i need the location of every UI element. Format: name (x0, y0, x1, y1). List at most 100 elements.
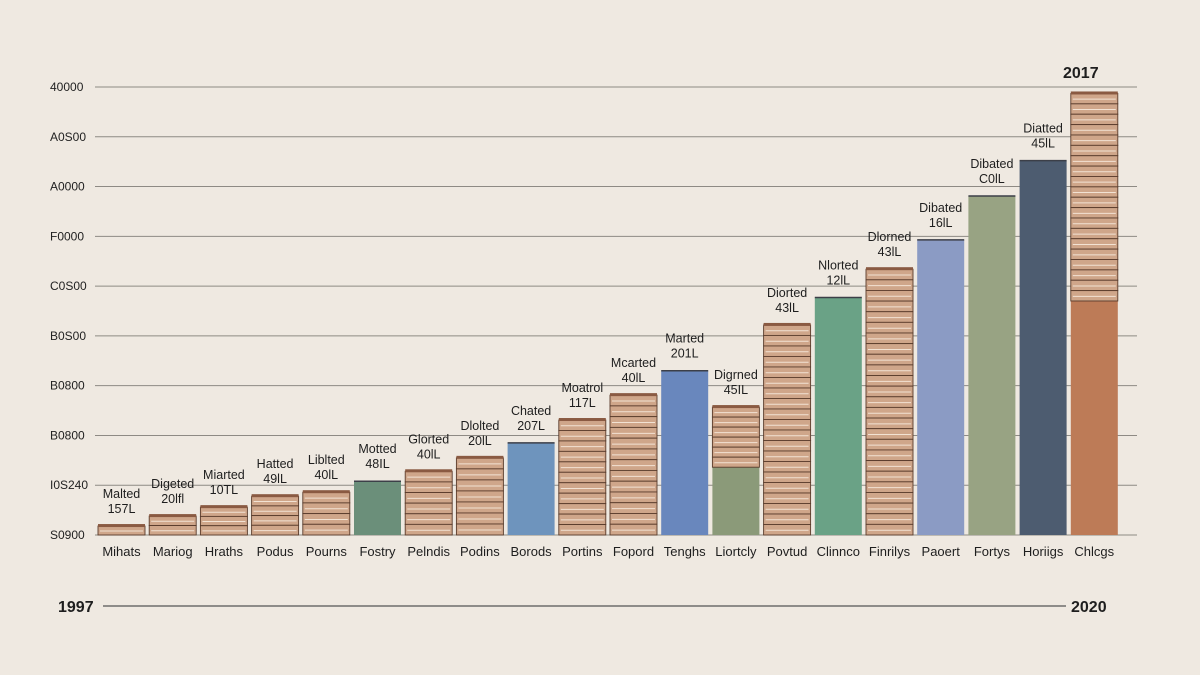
data-label-line2: 48IL (365, 457, 389, 471)
book (865, 279, 914, 291)
data-label-line1: Miarted (203, 468, 245, 482)
x-category-label: Fopord (613, 544, 654, 559)
book (763, 461, 812, 473)
book (763, 398, 812, 410)
x-category-label: Finrilys (869, 544, 911, 559)
book (455, 457, 504, 470)
book (302, 513, 351, 525)
book (558, 450, 607, 463)
y-tick-label: C0S00 (50, 279, 87, 293)
book (1070, 217, 1119, 229)
book (763, 503, 812, 515)
book (609, 502, 658, 514)
bar (865, 267, 914, 536)
book (558, 482, 607, 494)
book (1070, 165, 1119, 177)
data-label-line1: Digrned (714, 368, 758, 382)
book (865, 406, 914, 419)
x-category-label: Hraths (205, 544, 244, 559)
book (404, 470, 453, 483)
book (1070, 227, 1119, 240)
book-top-cover (558, 418, 606, 422)
book (1070, 155, 1119, 167)
book (609, 448, 658, 461)
book (609, 437, 658, 450)
book (711, 456, 760, 468)
y-tick-label: A0S00 (50, 130, 86, 144)
book (558, 471, 607, 484)
data-label-line2: 207L (517, 419, 545, 433)
data-label-line2: 45IL (724, 383, 748, 397)
book (558, 513, 607, 525)
bar-body (1070, 300, 1118, 535)
y-tick-label: F0000 (50, 229, 84, 243)
x-category-label: Portins (562, 544, 603, 559)
data-label-line1: Liblted (308, 453, 345, 467)
book (763, 366, 812, 378)
book (1070, 93, 1119, 105)
book (1070, 279, 1119, 292)
timeline-end-year: 2020 (1071, 599, 1107, 616)
x-category-label: Horiigs (1023, 544, 1064, 559)
book (865, 417, 914, 430)
bars (97, 91, 1119, 536)
book (865, 353, 914, 366)
book (558, 492, 607, 505)
book (763, 355, 812, 368)
x-axis-categories: Mihats Mariog Hraths Podus Pourns Fostry Pelnd… (102, 544, 1114, 559)
x-category-label: Fostry (359, 544, 396, 559)
data-label-line1: Malted (103, 487, 141, 501)
book (711, 436, 760, 448)
book (1070, 134, 1119, 146)
data-label-line1: Motted (358, 442, 396, 456)
y-tick-label: B0800 (50, 428, 85, 442)
book (609, 491, 658, 504)
data-label-line2: 45lL (1031, 137, 1055, 151)
book (455, 490, 504, 503)
book (865, 428, 914, 440)
book (763, 429, 812, 441)
book (763, 419, 812, 431)
book (865, 375, 914, 387)
book (404, 502, 453, 515)
book (865, 332, 914, 345)
book (302, 502, 351, 515)
book (1070, 290, 1119, 302)
book (404, 513, 453, 525)
book-top-cover (251, 494, 299, 498)
book (1070, 207, 1119, 219)
book (609, 426, 658, 439)
x-category-label: Tenghs (664, 544, 706, 559)
book-top-cover (763, 322, 811, 326)
book (302, 523, 351, 536)
book-top-cover (302, 490, 350, 494)
y-tick-label: B0S00 (50, 329, 86, 343)
book-top-cover (200, 505, 248, 509)
book (609, 469, 658, 482)
book (763, 345, 812, 357)
book (711, 416, 760, 428)
book (455, 468, 504, 481)
book (865, 268, 914, 281)
timeline-start-year: 1997 (58, 599, 94, 616)
book (865, 396, 914, 408)
data-label-line1: Hatted (257, 457, 294, 471)
top-year-label: 2017 (1063, 65, 1099, 82)
book (1070, 186, 1119, 198)
x-category-label: Pourns (306, 544, 348, 559)
data-label-line1: Dlorned (868, 230, 912, 244)
book (1070, 103, 1119, 115)
book (763, 492, 812, 504)
data-label-line2: 43lL (775, 301, 799, 315)
y-tick-label: A0000 (50, 180, 85, 194)
book (1070, 269, 1119, 281)
book (763, 450, 812, 462)
book (404, 492, 453, 504)
book (1070, 124, 1119, 136)
data-label-line2: 40lL (622, 371, 646, 385)
book (865, 343, 914, 355)
book (763, 524, 812, 536)
bar-body (814, 297, 862, 535)
data-label-line2: 16lL (929, 216, 953, 230)
